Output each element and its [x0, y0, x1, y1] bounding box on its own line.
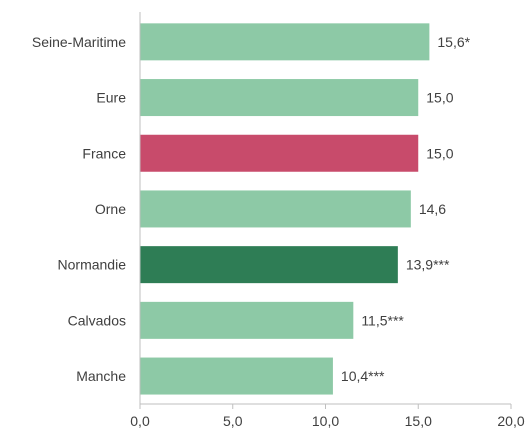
value-labels: 15,6* 15,0 15,0 14,6 13,9*** 11,5*** 10,4***: [341, 34, 471, 384]
bars-group: [140, 23, 430, 395]
x-tick-label: 15,0: [405, 413, 432, 429]
category-label: France: [82, 145, 126, 161]
bar-eure: [140, 79, 419, 117]
bar-france: [140, 134, 419, 172]
bar-seine-maritime: [140, 23, 430, 61]
x-tick-label: 5,0: [223, 413, 243, 429]
bar-orne: [140, 190, 411, 228]
category-label: Seine-Maritime: [32, 34, 126, 50]
bar-manche: [140, 357, 333, 395]
value-label: 15,0: [426, 145, 453, 161]
category-label: Manche: [76, 368, 126, 384]
bar-normandie: [140, 246, 398, 284]
value-label: 14,6: [419, 201, 446, 217]
category-labels: Seine-Maritime Eure France Orne Normandie Cal…: [32, 34, 126, 384]
category-label: Normandie: [58, 257, 127, 273]
x-tick-label: 0,0: [130, 413, 150, 429]
value-label: 13,9***: [406, 257, 450, 273]
x-tick-label: 10,0: [312, 413, 339, 429]
category-label: Eure: [96, 90, 126, 106]
value-label: 15,6*: [437, 34, 470, 50]
category-label: Orne: [95, 201, 126, 217]
value-label: 10,4***: [341, 368, 385, 384]
value-label: 11,5***: [361, 312, 404, 328]
x-axis-ticks: 0,0 5,0 10,0 15,0 20,0: [130, 404, 525, 429]
value-label: 15,0: [426, 90, 453, 106]
category-label: Calvados: [68, 312, 126, 328]
bar-calvados: [140, 301, 354, 339]
x-tick-label: 20,0: [497, 413, 524, 429]
